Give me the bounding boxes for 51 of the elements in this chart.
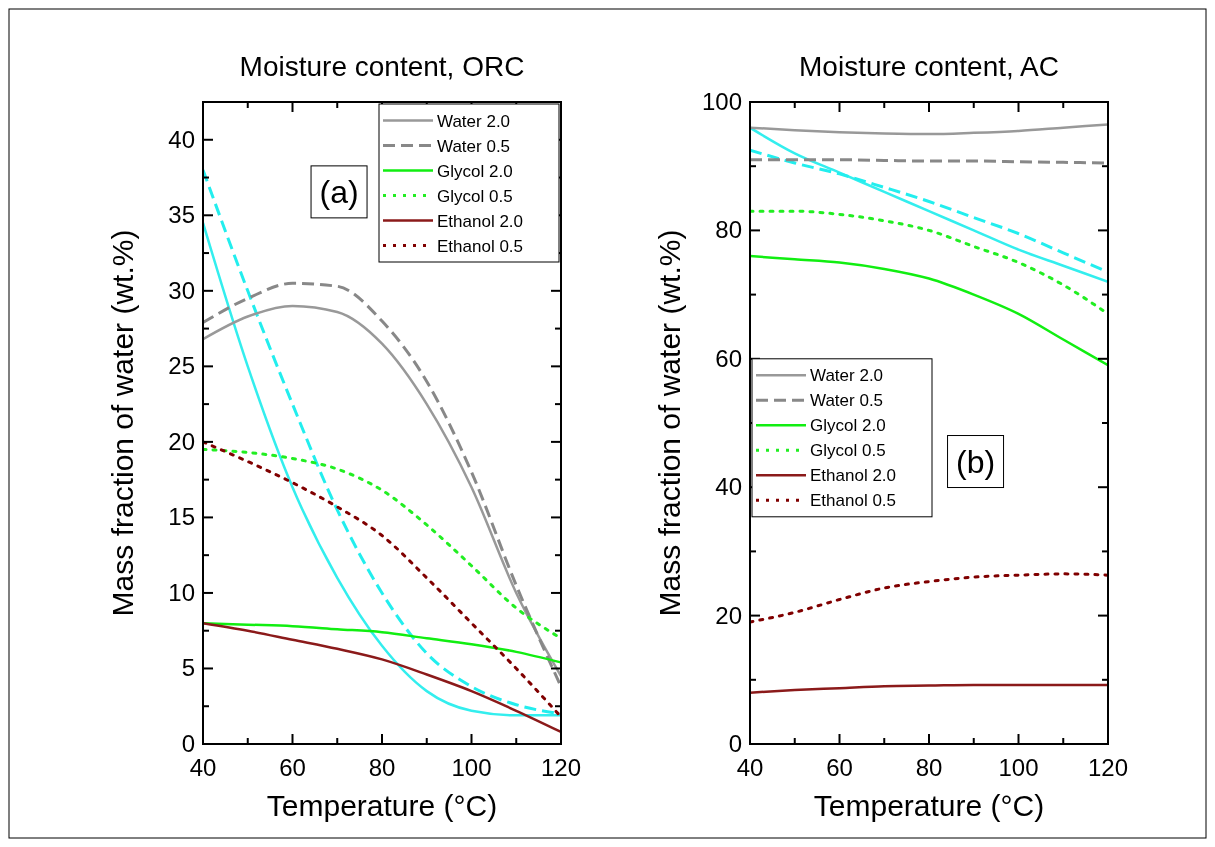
line-series xyxy=(750,572,1108,624)
y-axis-title: Mass fraction of water (wt.%) xyxy=(653,229,686,617)
y-tick-label: 0 xyxy=(728,730,742,757)
y-tick-label: 80 xyxy=(715,216,742,244)
chart-title: Moisture content, AC xyxy=(799,51,1059,82)
legend-label: Ethanol 2.0 xyxy=(437,211,524,231)
x-tick-label: 60 xyxy=(279,754,306,781)
line-series xyxy=(203,447,561,640)
y-tick-label: 10 xyxy=(168,578,195,606)
legend-label: Ethanol 2.0 xyxy=(810,466,897,486)
y-tick-label: 5 xyxy=(181,654,195,682)
legend-label: Glycol 0.5 xyxy=(810,441,886,461)
y-tick-label: 35 xyxy=(168,201,195,229)
legend-label: Water 0.5 xyxy=(437,136,511,156)
x-axis-title: Temperature (°C) xyxy=(813,789,1045,822)
y-tick-label: 20 xyxy=(168,427,195,455)
y-tick-label: 100 xyxy=(701,88,742,115)
x-tick-label: 120 xyxy=(540,754,582,781)
line-series xyxy=(750,126,1108,284)
x-tick-label: 40 xyxy=(736,754,764,781)
legend-label: Water 0.5 xyxy=(810,391,884,411)
x-tick-label: 80 xyxy=(368,754,396,781)
line-series xyxy=(750,683,1108,694)
x-axis-title: Temperature (°C) xyxy=(266,789,498,822)
y-tick-label: 60 xyxy=(715,344,742,372)
annotation: (a) xyxy=(319,173,359,210)
chart-title: Moisture content, ORC xyxy=(239,51,525,82)
legend-label: Ethanol 0.5 xyxy=(810,491,897,511)
legend-label: Water 2.0 xyxy=(810,366,884,386)
y-axis-title: Mass fraction of water (wt.%) xyxy=(106,229,139,617)
y-tick-label: 40 xyxy=(715,473,742,501)
x-tick-label: 120 xyxy=(1087,754,1129,781)
y-tick-label: 40 xyxy=(168,125,195,153)
legend-label: Glycol 0.5 xyxy=(437,186,513,206)
y-tick-label: 30 xyxy=(168,276,195,304)
annotation: (b) xyxy=(955,443,996,480)
y-tick-label: 0 xyxy=(181,730,195,757)
x-tick-label: 100 xyxy=(998,754,1039,781)
y-tick-label: 25 xyxy=(168,352,195,380)
y-tick-label: 15 xyxy=(168,503,195,531)
line-series xyxy=(203,621,561,734)
line-series xyxy=(750,254,1108,367)
x-tick-label: 100 xyxy=(451,754,492,781)
legend-label: Ethanol 0.5 xyxy=(437,236,524,256)
y-tick-label: 20 xyxy=(715,601,742,629)
legend-label: Glycol 2.0 xyxy=(437,161,513,181)
x-tick-label: 60 xyxy=(826,754,853,781)
x-tick-label: 80 xyxy=(915,754,943,781)
legend-label: Water 2.0 xyxy=(437,111,511,131)
legend-label: Glycol 2.0 xyxy=(810,416,886,436)
line-series xyxy=(750,123,1108,136)
